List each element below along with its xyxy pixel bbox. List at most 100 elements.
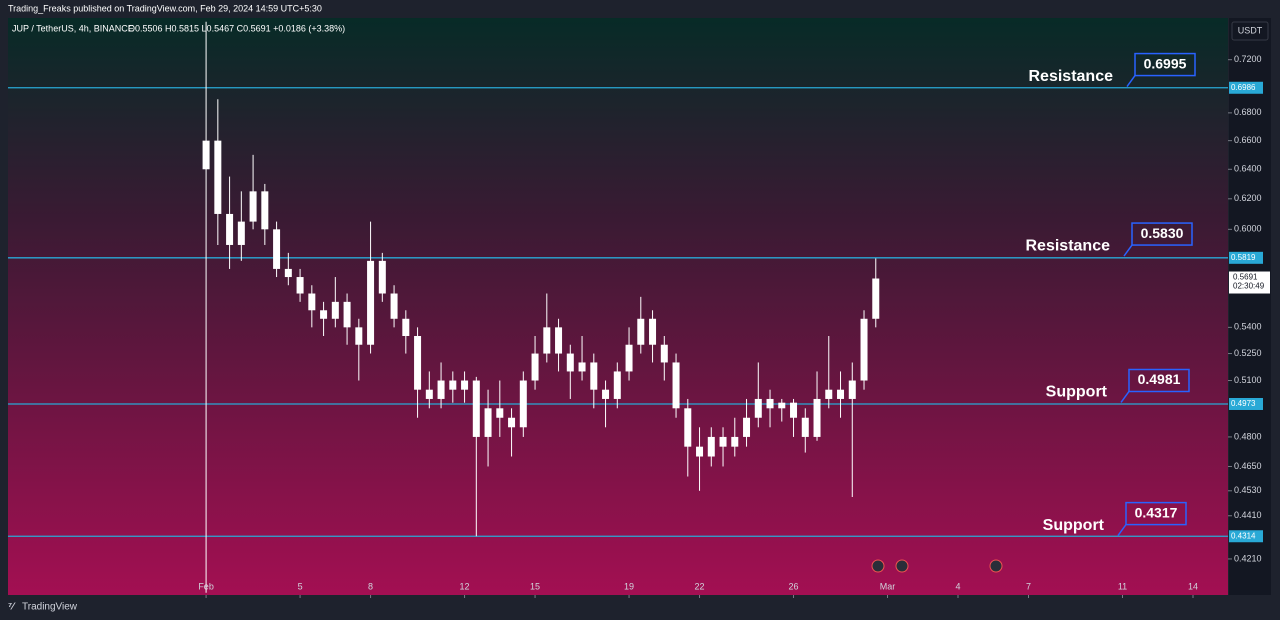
candle-body — [496, 408, 504, 418]
candle-body — [355, 327, 363, 345]
candle-body — [202, 140, 210, 170]
candle-body — [660, 344, 668, 363]
y-tick-label: 0.4210 — [1234, 553, 1262, 563]
x-tick-label: 15 — [530, 581, 540, 591]
candle-body — [825, 389, 833, 399]
y-tick-label: 0.6600 — [1234, 135, 1262, 145]
candle-body — [813, 398, 821, 437]
note-value: 0.6995 — [1144, 55, 1187, 71]
candle-body — [390, 293, 398, 319]
candle-body — [848, 380, 856, 399]
candle-body — [414, 336, 422, 390]
symbol: JUP / TetherUS, 4h, BINANCE — [12, 23, 134, 33]
y-tick-label: 0.5100 — [1234, 375, 1262, 385]
note-text: Support — [1043, 517, 1105, 534]
y-tick-label: 0.6200 — [1234, 193, 1262, 203]
candle-body — [766, 398, 774, 409]
candle-body — [249, 191, 257, 222]
y-tick-label: 0.4650 — [1234, 461, 1262, 471]
y-tick-label: 0.6000 — [1234, 224, 1262, 234]
candle-body — [719, 436, 727, 447]
level-tag — [1229, 530, 1263, 543]
brand: TradingView — [22, 602, 78, 613]
candle-body — [378, 260, 386, 294]
y-tick-label: 0.4800 — [1234, 431, 1262, 441]
ohlc: O0.5506 H0.5815 L0.5467 C0.5691 +0.0186 … — [128, 23, 345, 33]
candle-body — [402, 318, 410, 337]
candle-body — [519, 380, 527, 428]
candle-body — [226, 213, 234, 245]
note-box — [1128, 368, 1190, 393]
last-price: 0.5691 — [1233, 273, 1258, 282]
candle-body — [754, 398, 762, 418]
y-tick-label: 0.6400 — [1234, 164, 1262, 174]
candle-body — [872, 278, 880, 319]
price-axis — [1229, 18, 1271, 595]
note-value: 0.4317 — [1135, 504, 1178, 520]
note-value: 0.5830 — [1141, 225, 1184, 241]
candle-body — [696, 446, 704, 457]
candle-body — [860, 318, 868, 381]
candle-body — [437, 380, 445, 399]
candle-body — [214, 140, 222, 214]
candle-body — [320, 310, 328, 319]
candle-body — [284, 268, 292, 278]
note-text: Resistance — [1029, 68, 1114, 85]
level-tag — [1229, 397, 1263, 410]
candle-body — [602, 389, 610, 399]
currency: USDT — [1238, 25, 1263, 35]
note-text: Resistance — [1026, 237, 1111, 254]
y-tick-label: 0.5400 — [1234, 322, 1262, 332]
candle-body — [343, 301, 351, 328]
note-box — [1134, 52, 1196, 77]
x-tick-label: 14 — [1188, 581, 1198, 591]
countdown: 02:30:49 — [1233, 282, 1265, 291]
candle-body — [625, 344, 633, 372]
candle-body — [484, 408, 492, 437]
event-icon[interactable] — [895, 559, 909, 573]
publisher: Trading_Freaks published on TradingView.… — [8, 3, 322, 13]
level-tag-label: 0.5819 — [1231, 253, 1256, 262]
candle-body — [637, 318, 645, 345]
x-tick-label: 5 — [298, 581, 303, 591]
x-tick-label: 7 — [1026, 581, 1031, 591]
note-pointer — [1120, 391, 1130, 403]
candle-body — [837, 389, 845, 399]
level-tag — [1229, 251, 1263, 264]
level-tag-label: 0.4973 — [1231, 399, 1256, 408]
candle-body — [531, 353, 539, 381]
note-box — [1125, 501, 1187, 526]
x-tick-label: Mar — [880, 581, 896, 591]
event-icon[interactable] — [989, 559, 1003, 573]
candle-body — [425, 389, 433, 399]
candle-body — [684, 408, 692, 447]
candle-body — [649, 318, 657, 345]
x-tick-label: 22 — [695, 581, 705, 591]
candle-body — [566, 353, 574, 372]
note-pointer — [1126, 75, 1136, 88]
candle-body — [743, 417, 751, 437]
candle-body — [237, 221, 245, 245]
note-pointer — [1123, 244, 1133, 257]
candle-body — [731, 436, 739, 447]
event-icon[interactable] — [871, 559, 885, 573]
level-tag-label: 0.6986 — [1231, 83, 1256, 92]
candle-body — [672, 362, 680, 409]
note-pointer — [1117, 524, 1127, 537]
brand-logo: ⁷⁄ — [8, 602, 16, 613]
candle-body — [449, 380, 457, 390]
candle-body — [555, 327, 563, 354]
candle-body — [613, 371, 621, 399]
last-price-tag — [1229, 271, 1270, 294]
plot-area — [8, 18, 1228, 595]
currency-box[interactable] — [1231, 21, 1269, 41]
y-tick-label: 0.5250 — [1234, 348, 1262, 358]
level-tag — [1229, 81, 1263, 94]
candle-body — [331, 301, 339, 319]
y-tick-label: 0.4410 — [1234, 510, 1262, 520]
x-tick-label: 12 — [460, 581, 470, 591]
candle-body — [461, 380, 469, 390]
candle-body — [261, 191, 269, 230]
